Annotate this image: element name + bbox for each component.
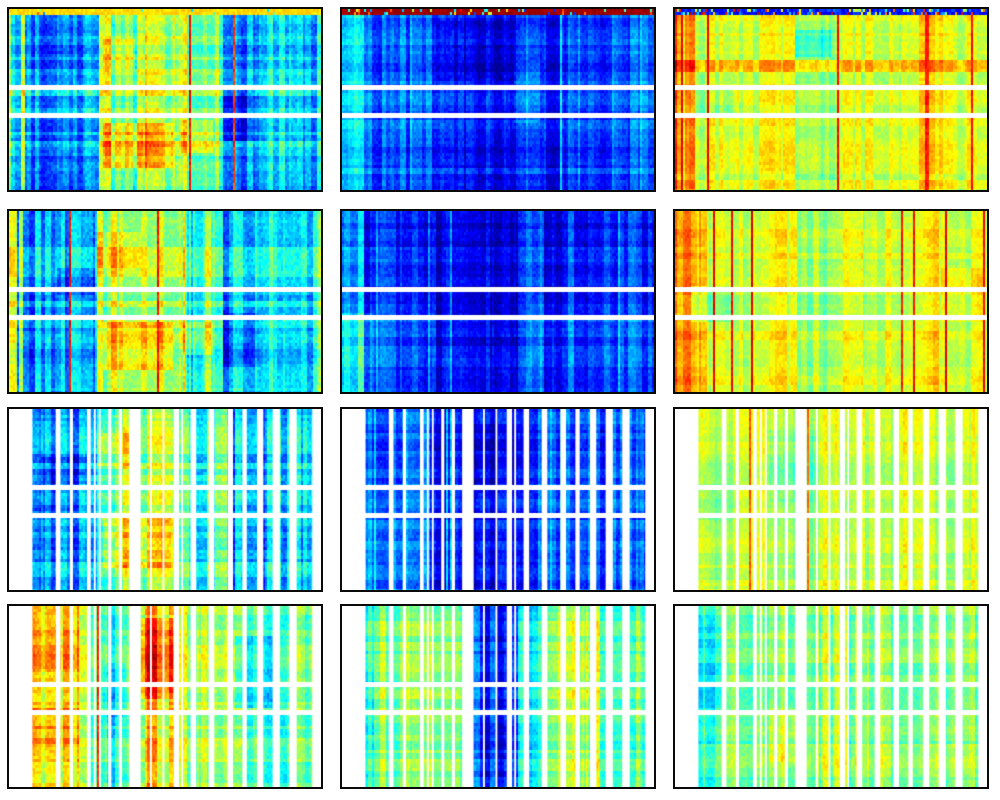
figure-row-2 xyxy=(7,209,1000,394)
heatmap-panel-r4c2 xyxy=(340,604,656,789)
heatmap-panel-r3c1 xyxy=(7,407,323,592)
heatmap-panel-r1c2 xyxy=(340,7,656,192)
heatmap-panel-r2c2 xyxy=(340,209,656,394)
figure-row-3 xyxy=(7,407,1000,592)
heatmap-panel-r2c3 xyxy=(673,209,989,394)
heatmap-panel-r1c1 xyxy=(7,7,323,192)
figure-row-4 xyxy=(7,604,1000,789)
heatmap-panel-r3c3 xyxy=(673,407,989,592)
heatmap-panel-r1c3 xyxy=(673,7,989,192)
heatmap-panel-r4c3 xyxy=(673,604,989,789)
heatmap-panel-r2c1 xyxy=(7,209,323,394)
heatmap-panel-r4c1 xyxy=(7,604,323,789)
figure-row-1 xyxy=(7,7,1000,192)
heatmap-panel-r3c2 xyxy=(340,407,656,592)
